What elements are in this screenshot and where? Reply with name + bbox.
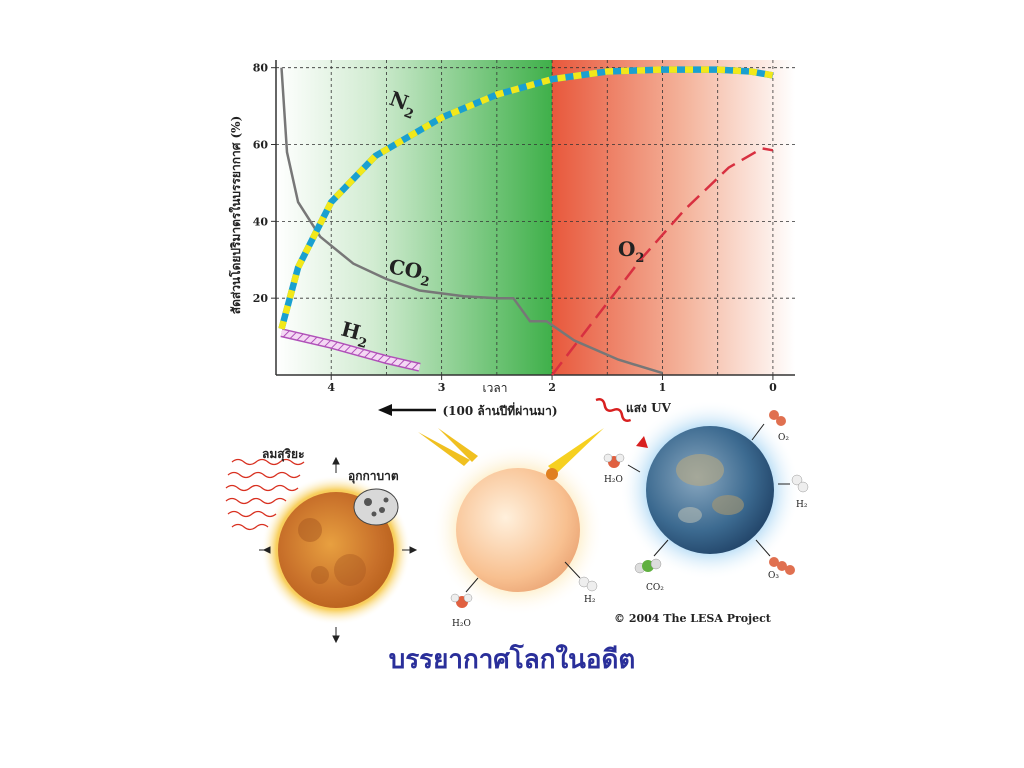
page-title: บรรยากาศโลกในอดีต [389, 643, 636, 675]
y-tick-label: 20 [253, 292, 269, 305]
middle-planet-sphere [456, 468, 580, 592]
x-tick-label: 4 [327, 381, 335, 394]
meteor-icon [353, 488, 399, 526]
co2-molecule-icon [634, 558, 662, 574]
x-axis-label: เวลา [483, 381, 508, 395]
copyright-text: © 2004 The LESA Project [614, 612, 772, 625]
series-n2-line-dash [278, 66, 774, 330]
series-label-h2: H2 [337, 317, 372, 352]
x-axis-note: (100 ล้านปีที่ผ่านมา) [442, 402, 557, 418]
time-arrow-head [378, 404, 392, 416]
y-tick-label: 60 [253, 139, 269, 152]
y-axis-label: สัดส่วนโดยปริมาตรในบรรยากาศ (%) [228, 116, 243, 315]
series-label-co2: CO2 [386, 254, 433, 290]
y-tick-label: 40 [253, 215, 269, 228]
x-tick-label: 2 [548, 381, 556, 394]
h2-molecule-icon [578, 576, 598, 592]
meteor-label: อุกกาบาต [348, 469, 399, 484]
co2-label: CO₂ [646, 583, 664, 593]
modern-earth: แสง UV O₂ H₂O H₂ CO₂ [595, 398, 809, 593]
series-h2-line [280, 329, 421, 371]
o2-label: O₂ [778, 433, 789, 443]
h2o-label: H₂O [452, 619, 471, 629]
earth-sphere [646, 426, 774, 554]
h2-molecule-icon [791, 474, 809, 493]
plot-bg-red [552, 60, 795, 375]
y-tick-label: 80 [253, 62, 269, 75]
h2o-label: H₂O [604, 475, 623, 485]
outgassing-arrows [259, 456, 418, 644]
x-tick-label: 3 [438, 381, 446, 394]
x-tick-label: 0 [769, 381, 777, 394]
series-co2-line [280, 67, 663, 375]
early-earth-solar-wind: ลมสุริยะ อุกกาบาต [225, 447, 418, 644]
series-label-o2: O2 [618, 237, 644, 266]
o3-molecule-icon [769, 557, 795, 575]
series-layer [278, 66, 774, 376]
early-earth-comets: H₂O H₂ [418, 428, 604, 629]
solar-wind-label: ลมสุริยะ [262, 447, 305, 462]
x-tick-label: 1 [659, 381, 667, 394]
comet-icon [438, 428, 478, 462]
h2-label: H₂ [796, 500, 808, 510]
solar-wind-rays [225, 458, 305, 531]
comet-icon [548, 428, 604, 474]
y-tick-labels: 20 40 60 80 [253, 62, 276, 305]
h2o-molecule-icon [603, 453, 625, 468]
series-o2-line [551, 147, 774, 376]
uv-label: แสง UV [626, 401, 672, 415]
o2-molecule-icon [769, 410, 786, 426]
comet-icon [418, 432, 470, 466]
x-tick-labels: 4 3 2 1 0 [327, 375, 777, 394]
h2-label: H₂ [584, 595, 596, 605]
h2o-molecule-icon [450, 593, 473, 608]
uv-ray-icon [595, 398, 632, 422]
o3-label: O₃ [768, 571, 779, 581]
